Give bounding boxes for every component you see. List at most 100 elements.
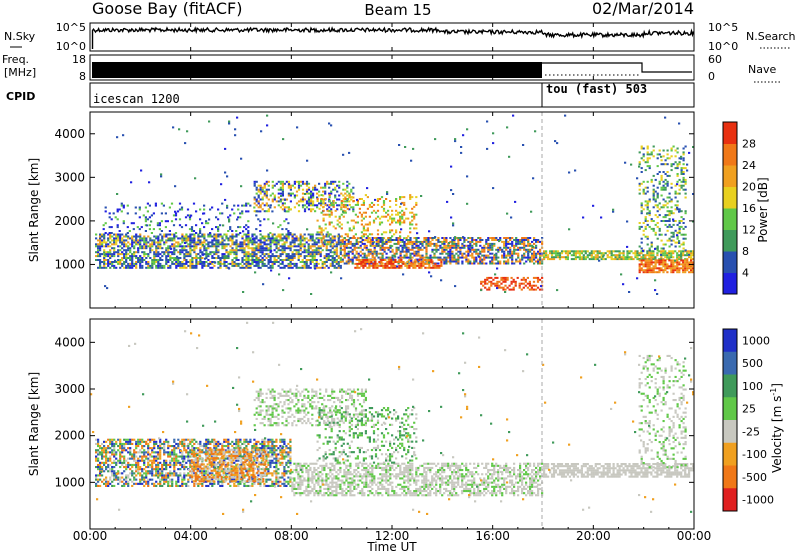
power-cell (313, 255, 316, 258)
velocity-cell (153, 459, 156, 462)
power-cell (440, 261, 443, 263)
power-cell (145, 243, 148, 246)
power-cell (409, 241, 412, 244)
power-cell (652, 190, 655, 193)
velocity-cell (103, 461, 106, 464)
power-cell (411, 211, 414, 214)
power-cell (586, 254, 589, 257)
power-cell (672, 252, 675, 255)
power-cell (365, 262, 368, 265)
power-cell (261, 262, 264, 265)
power-cell (532, 245, 535, 248)
power-cell (251, 262, 254, 265)
power-cell (263, 255, 266, 258)
velocity-cell (155, 484, 158, 487)
power-cell (349, 242, 352, 245)
power-cell (221, 241, 224, 244)
velocity-cell (101, 453, 104, 456)
velocity-cell (95, 476, 98, 479)
power-cell (205, 257, 208, 259)
power-cell (646, 186, 649, 189)
power-cell (309, 253, 312, 256)
power-cell (314, 188, 317, 191)
power-cell (654, 223, 657, 226)
power-cell (297, 182, 301, 185)
power-cell (666, 153, 669, 156)
power-cell (358, 211, 361, 214)
power-cell (484, 286, 487, 289)
power-cell (527, 258, 530, 261)
power-cell (678, 178, 681, 181)
power-cell (261, 261, 264, 263)
power-cell (395, 252, 398, 255)
power-cell (386, 262, 389, 265)
power-cell (177, 257, 180, 259)
power-cell (656, 216, 659, 219)
power-cell (101, 261, 104, 263)
power-cell (682, 254, 685, 257)
power-cell (398, 264, 401, 267)
power-cell (662, 171, 665, 173)
power-cell (251, 251, 254, 254)
power-cell (257, 218, 260, 221)
power-cell (195, 264, 198, 267)
power-cell (429, 254, 432, 257)
power-cell (193, 266, 196, 269)
power-cell (179, 257, 182, 259)
power-cell (407, 248, 410, 251)
nsearch-ytick-top: 10^5 (708, 21, 738, 34)
power-cell (306, 159, 309, 162)
velocity-cell (131, 472, 134, 475)
power-cell (117, 262, 120, 265)
power-cell (666, 171, 669, 173)
power-cell (173, 243, 176, 246)
power-cell (175, 235, 178, 238)
power-cell (263, 259, 266, 261)
power-cell (387, 237, 390, 239)
power-cell (143, 259, 146, 261)
power-cell (488, 276, 491, 279)
power-cell (433, 256, 436, 259)
velocity-cell (97, 468, 100, 471)
power-cell (668, 239, 671, 242)
power-cell (303, 249, 306, 252)
power-cell (650, 151, 653, 154)
velocity-cell (99, 484, 102, 487)
power-cell (487, 244, 490, 247)
power-cell (487, 250, 490, 253)
range-tick-label: 1000 (54, 257, 85, 271)
power-cell (119, 266, 122, 269)
power-cell (342, 188, 345, 191)
power-cell (517, 242, 520, 245)
power-cell (510, 276, 513, 279)
power-cell (131, 261, 134, 263)
velocity-cell (105, 482, 108, 485)
velocity-cell (105, 457, 108, 460)
power-cell (650, 153, 653, 156)
velocity-cell (115, 474, 118, 477)
power-cell (682, 241, 685, 244)
colorbar-swatch (723, 165, 737, 187)
velocity-cell (137, 470, 140, 473)
power-cell (367, 252, 370, 255)
power-cell (564, 114, 567, 117)
power-cell (183, 259, 186, 261)
power-cell (471, 256, 474, 259)
power-cell (503, 254, 506, 257)
power-cell (387, 256, 390, 259)
power-cell (451, 244, 454, 247)
power-cell (310, 204, 313, 207)
power-cell (311, 253, 314, 256)
power-cell (539, 262, 542, 265)
power-cell (654, 247, 657, 250)
power-cell (174, 218, 178, 221)
power-cell (368, 264, 371, 267)
power-cell (249, 262, 252, 265)
power-cell (648, 252, 651, 255)
power-cell (223, 259, 226, 261)
power-cell (324, 182, 327, 185)
power-cell (394, 261, 397, 263)
power-cell (172, 224, 176, 227)
power-cell (443, 246, 446, 249)
power-cell (348, 208, 351, 211)
